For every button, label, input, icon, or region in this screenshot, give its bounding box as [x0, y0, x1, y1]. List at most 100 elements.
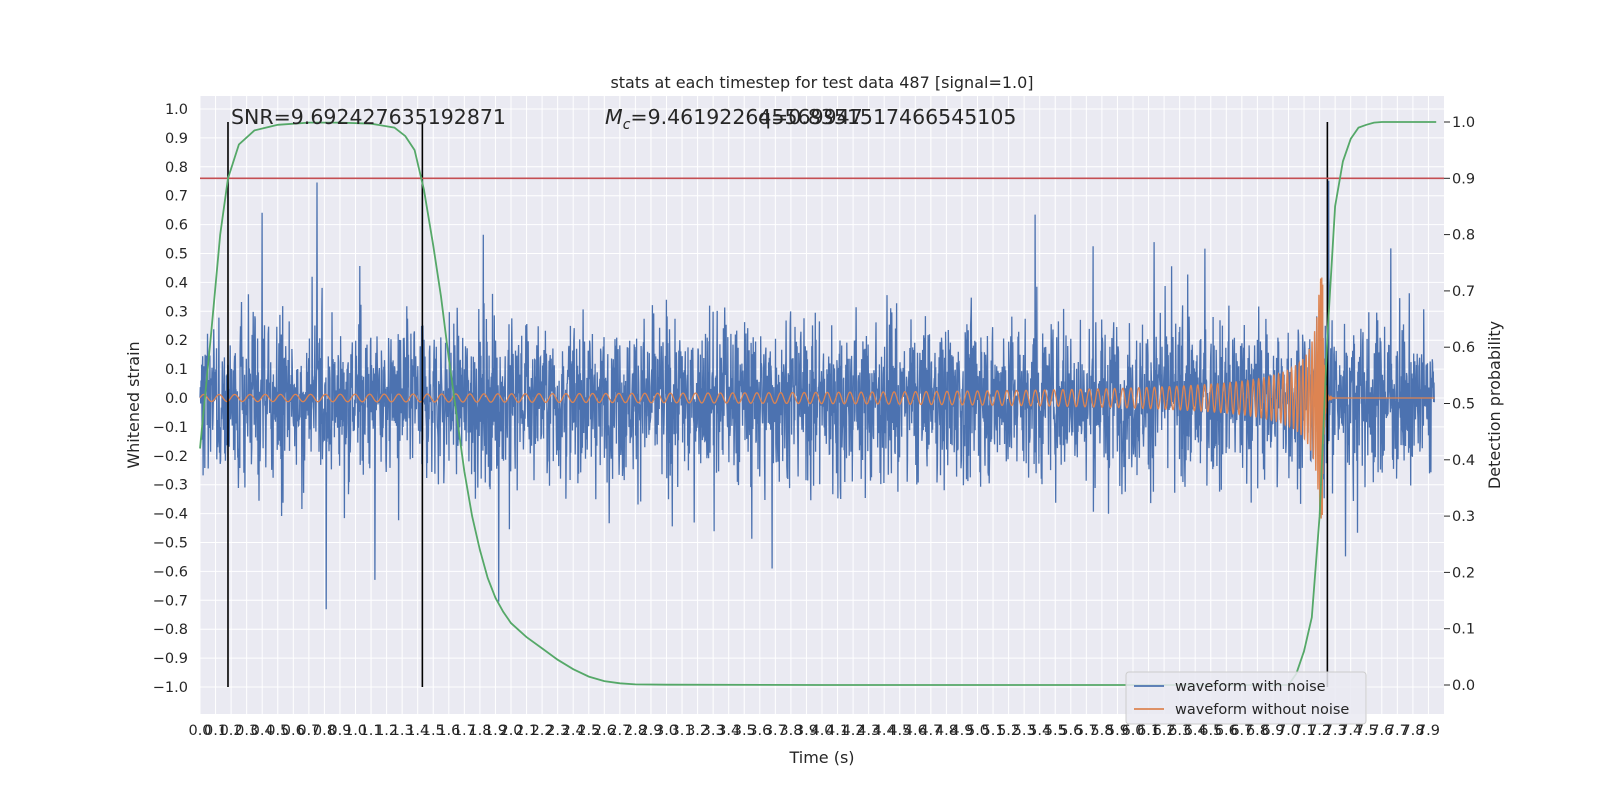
x-tick-label: 1.9 [484, 723, 507, 739]
y-tick-label: −0.7 [153, 593, 188, 609]
x-tick-label: 1.5 [422, 723, 445, 739]
x-tick-label: 2.7 [608, 723, 631, 739]
x-tick-label: 6.9 [1261, 723, 1284, 739]
x-tick-label: 4.7 [919, 723, 942, 739]
x-tick-label: 5.9 [1106, 723, 1129, 739]
x-tick-label: 4.3 [857, 723, 880, 739]
x-tick-label: 0.6 [282, 723, 305, 739]
x-tick-label: 3.7 [764, 723, 787, 739]
x-tick-label: 1.2 [375, 723, 398, 739]
noise-waveform-line [199, 180, 1435, 610]
x-tick-label: 2.2 [531, 723, 554, 739]
x-tick-label: 6.2 [1153, 723, 1176, 739]
y2-tick-label: 0.1 [1452, 622, 1475, 638]
x-tick-label: 6.3 [1168, 723, 1191, 739]
x-tick-label: 4.4 [873, 723, 896, 739]
x-tick-label: 3.9 [795, 723, 818, 739]
y2-tick-label: 0.3 [1452, 509, 1475, 525]
y-tick-label: −0.2 [153, 449, 188, 465]
x-tick-label: 1.3 [391, 723, 414, 739]
y-tick-label: −0.3 [153, 478, 188, 494]
x-tick-label: 6.5 [1199, 723, 1222, 739]
x-tick-label: 6.7 [1230, 723, 1253, 739]
x-tick-label: 5.3 [1013, 723, 1036, 739]
y-tick-label: −0.6 [153, 564, 188, 580]
x-tick-label: 4.0 [810, 723, 833, 739]
x-tick-label: 3.8 [779, 723, 802, 739]
x-tick-label: 3.5 [733, 723, 756, 739]
x-tick-label: 0.3 [235, 723, 258, 739]
x-tick-label: 7.5 [1355, 723, 1378, 739]
y-tick-label: −0.9 [153, 651, 188, 667]
vertical-markers [227, 122, 1329, 687]
x-tick-label: 7.6 [1370, 723, 1393, 739]
y2-tick-label: 0.6 [1452, 340, 1475, 356]
chirp-mass-value: =9.461922645569947 [630, 105, 862, 129]
x-tick-label: 7.2 [1308, 723, 1331, 739]
x-tick-label: 6.8 [1246, 723, 1269, 739]
y-tick-label: 0.9 [165, 131, 188, 147]
y2-axis-label: Detection probability [1485, 321, 1504, 489]
x-tick-label: 5.6 [1059, 723, 1082, 739]
series-detection-probability [199, 121, 1437, 686]
y-tick-label: 0.6 [165, 218, 188, 234]
x-tick-label: 2.5 [577, 723, 600, 739]
x-tick-label: 0.9 [328, 723, 351, 739]
y-tick-label: 0.7 [165, 189, 188, 205]
x-tick-label: 7.1 [1293, 723, 1316, 739]
x-tick-label: 0.2 [220, 723, 243, 739]
x-tick-label: 4.1 [826, 723, 849, 739]
y-tick-label: −0.5 [153, 536, 188, 552]
x-tick-label: 3.4 [717, 723, 740, 739]
y-axis-label: Whitened strain [124, 341, 143, 468]
x-tick-label: 1.4 [406, 723, 429, 739]
x-tick-label: 6.4 [1184, 723, 1207, 739]
x-tick-label: 2.3 [546, 723, 569, 739]
y-tick-label: 0.1 [165, 362, 188, 378]
x-tick-label: 7.7 [1386, 723, 1409, 739]
x-tick-label: 4.2 [842, 723, 865, 739]
x-tick-label: 0.1 [204, 723, 227, 739]
x-tick-label: 1.1 [360, 723, 383, 739]
series-waveform-without-noise [199, 277, 1435, 519]
legend-box [1125, 671, 1367, 725]
x-tick-label: 1.0 [344, 723, 367, 739]
x-tick-label: 7.9 [1417, 723, 1440, 739]
y-axis-right: 1.0 0.9 0.8 0.7 0.6 0.5 0.4 0.3 0.2 0.1 0.0 [1444, 115, 1475, 694]
x-tick-label: 7.3 [1324, 723, 1347, 739]
x-tick-label: 2.9 [639, 723, 662, 739]
y2-tick-label: 0.9 [1452, 171, 1475, 187]
y2-tick-label: 0.8 [1452, 228, 1475, 244]
x-tick-label: 3.6 [748, 723, 771, 739]
x-axis: 0.00.10.20.30.40.50.60.70.80.91.01.11.21… [188, 723, 1440, 739]
clean-waveform-line [199, 277, 1435, 519]
x-tick-label: 2.4 [562, 723, 585, 739]
x-tick-label: 1.6 [437, 723, 460, 739]
x-tick-label: 0.4 [251, 723, 274, 739]
probability-line [199, 121, 1437, 686]
y2-tick-label: 1.0 [1452, 115, 1475, 131]
x-tick-label: 2.6 [593, 723, 616, 739]
x-tick-label: 5.2 [997, 723, 1020, 739]
x-tick-label: 1.8 [468, 723, 491, 739]
x-tick-label: 0.5 [266, 723, 289, 739]
mass-ratio-annotation: q=0.8351517466545105 [758, 105, 1016, 129]
y-tick-label: −0.1 [153, 420, 188, 436]
x-tick-label: 5.8 [1090, 723, 1113, 739]
y-tick-label: 0.3 [165, 304, 188, 320]
x-tick-label: 3.2 [686, 723, 709, 739]
y-tick-label: 0.0 [165, 391, 188, 407]
x-tick-label: 3.1 [671, 723, 694, 739]
x-tick-label: 0.8 [313, 723, 336, 739]
y-tick-label: 0.8 [165, 160, 188, 176]
x-tick-label: 6.0 [1121, 723, 1144, 739]
x-tick-label: 2.1 [515, 723, 538, 739]
x-tick-label: 5.1 [982, 723, 1005, 739]
x-tick-label: 4.5 [888, 723, 911, 739]
x-tick-label: 5.0 [966, 723, 989, 739]
x-tick-label: 5.4 [1028, 723, 1051, 739]
y-axis-left: 1.0 0.9 0.8 0.7 0.6 0.5 0.4 0.3 0.2 0.1 0.0 −0.1 −0.… [153, 102, 188, 696]
y2-tick-label: 0.5 [1452, 397, 1475, 413]
y2-tick-label: 0.2 [1452, 565, 1475, 581]
legend-label-noise: waveform with noise [1175, 679, 1326, 695]
